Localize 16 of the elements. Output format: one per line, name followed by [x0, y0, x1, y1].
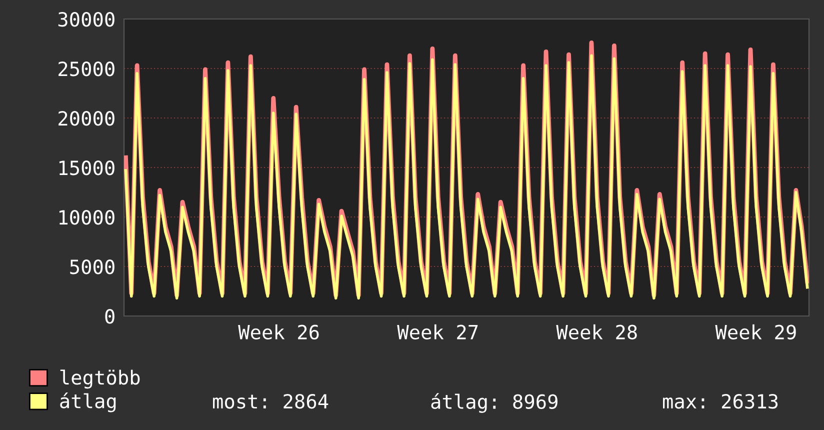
- text: most: 2864: [213, 394, 328, 409]
- y-tick-label: 0: [105, 309, 114, 324]
- x-tick-label: Week 26: [238, 324, 319, 340]
- text: max: 26313: [663, 394, 778, 409]
- y-tick-label: 15000: [59, 160, 114, 176]
- text: átlag: 8969: [431, 393, 558, 413]
- legend-label: átlag: [60, 392, 116, 412]
- y-tick-label: 5000: [70, 260, 114, 274]
- legend-label: legtöbb: [60, 370, 140, 389]
- y-tick-label: 30000: [58, 12, 114, 27]
- x-tick-label: Week 28: [556, 324, 637, 340]
- y-tick-label: 25000: [58, 62, 114, 76]
- x-tick-label: Week 29: [715, 324, 796, 340]
- y-tick-label: 20000: [58, 111, 114, 126]
- y-tick-label: 10000: [59, 210, 114, 225]
- x-tick-label: Week 27: [397, 324, 478, 340]
